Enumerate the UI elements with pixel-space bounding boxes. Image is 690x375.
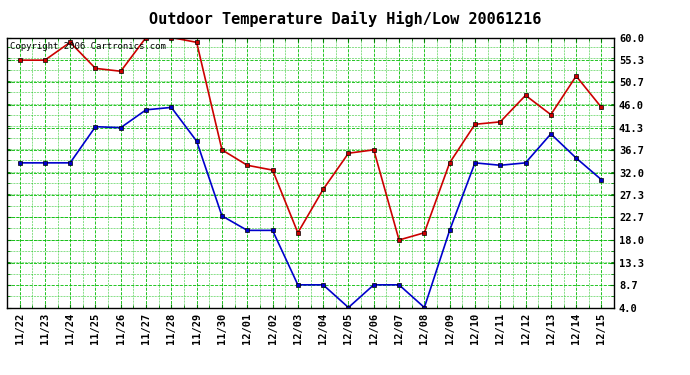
Text: Copyright 2006 Cartronics.com: Copyright 2006 Cartronics.com [10,42,166,51]
Text: Outdoor Temperature Daily High/Low 20061216: Outdoor Temperature Daily High/Low 20061… [149,11,541,27]
